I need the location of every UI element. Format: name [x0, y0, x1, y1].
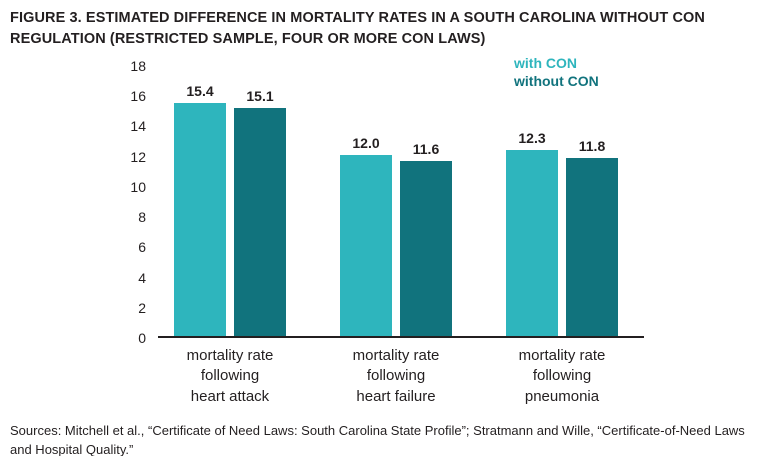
value-label: 15.4 [186, 83, 214, 100]
legend-without-con: without CON [514, 73, 599, 90]
x-axis-labels: mortality rate following heart attack mor… [158, 346, 644, 407]
barwrap-with-con: 12.0 [340, 134, 392, 337]
bar-group: 12.0 11.6 [340, 134, 452, 337]
bar-with-con [340, 154, 392, 337]
bar-without-con [234, 107, 286, 337]
barwrap-with-con: 12.3 [506, 130, 558, 337]
bar-with-con [506, 150, 558, 337]
y-tick-label: 10 [130, 178, 146, 195]
category-label: mortality rate following heart failure [352, 347, 440, 405]
plot-column: with CON without CON 15.4 15.1 12.0 11.6 12.3… [158, 55, 644, 407]
value-label: 15.1 [246, 87, 274, 104]
bar-group: 15.4 15.1 [174, 83, 286, 337]
y-tick-label: 14 [130, 118, 146, 135]
y-tick-label: 2 [138, 299, 146, 316]
legend-with-con: with CON [514, 55, 577, 72]
bar-group: 12.3 11.8 [506, 130, 618, 337]
category-label: mortality rate following pneumonia [518, 347, 606, 405]
barwrap-without-con: 15.1 [234, 87, 286, 337]
barwrap-with-con: 15.4 [174, 83, 226, 337]
bar-without-con [566, 157, 618, 337]
value-label: 11.6 [412, 140, 440, 157]
barwrap-without-con: 11.8 [566, 137, 618, 337]
y-tick-label: 0 [138, 330, 146, 347]
value-label: 12.3 [518, 130, 546, 147]
chart-legend: with CON without CON [514, 54, 599, 90]
y-axis: 0 2 4 6 8 10 12 14 16 18 [106, 58, 158, 346]
bar-without-con [400, 160, 452, 337]
category-label: mortality rate following heart attack [186, 347, 274, 405]
bar-chart: 0 2 4 6 8 10 12 14 16 18 with CON without CON 15.4… [106, 55, 760, 407]
y-tick-label: 6 [138, 239, 146, 256]
plot-area: with CON without CON 15.4 15.1 12.0 11.6 12.3… [158, 55, 644, 339]
y-tick-label: 12 [130, 148, 146, 165]
barwrap-without-con: 11.6 [400, 140, 452, 337]
y-tick-label: 16 [130, 88, 146, 105]
value-label: 12.0 [352, 134, 380, 151]
value-label: 11.8 [578, 137, 606, 154]
figure-title: FIGURE 3. ESTIMATED DIFFERENCE IN MORTAL… [10, 10, 705, 48]
bar-with-con [174, 103, 226, 337]
y-tick-label: 4 [138, 269, 146, 286]
y-tick-label: 18 [130, 58, 146, 75]
y-tick-label: 8 [138, 209, 146, 226]
source-note: Sources: Mitchell et al., “Certificate o… [10, 422, 745, 456]
